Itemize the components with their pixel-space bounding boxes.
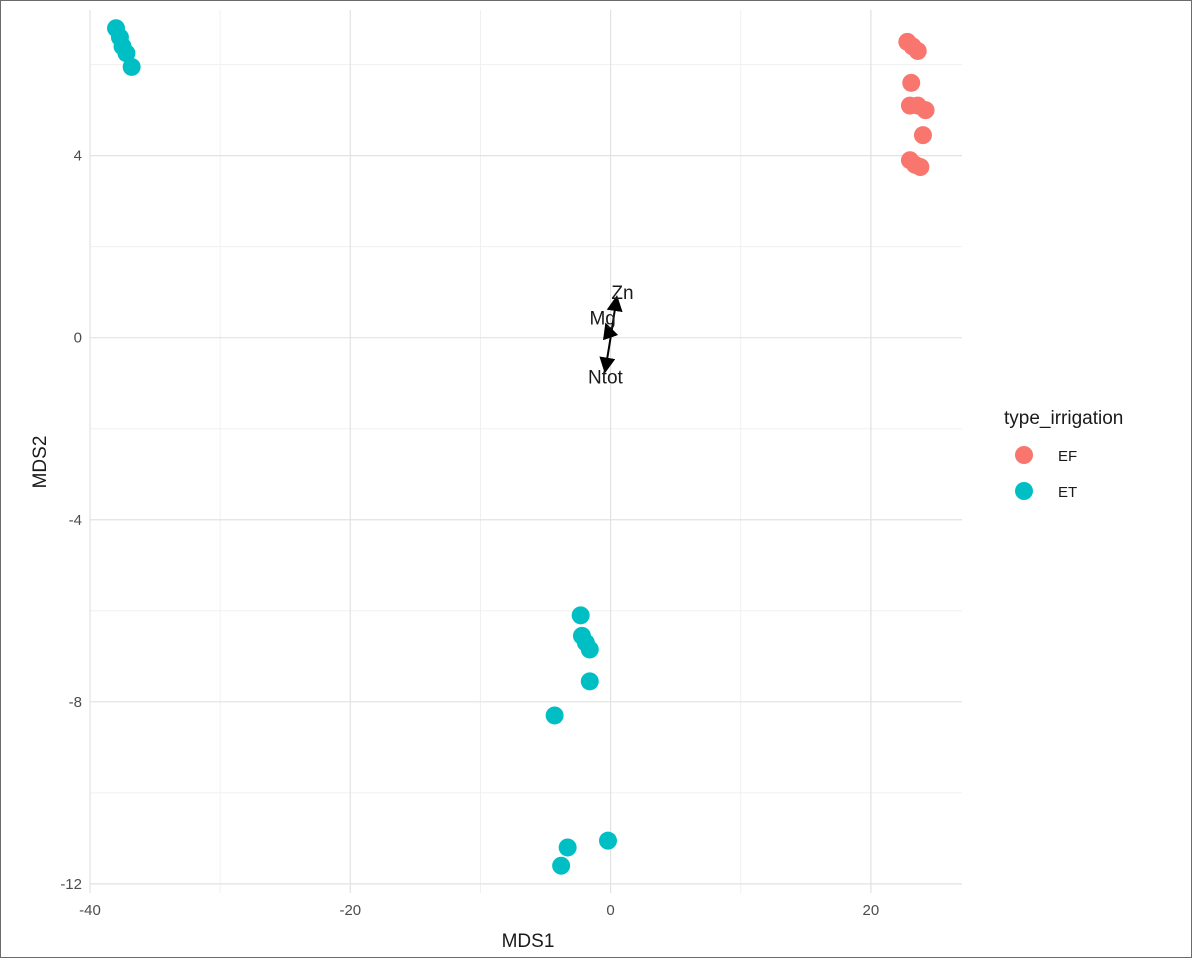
x-tick-label: 20 [863,902,880,919]
legend-title: type_irrigation [1004,408,1123,429]
legend-label-ef: EF [1058,448,1077,465]
point-ef [902,73,921,92]
point-ef [908,41,927,60]
y-axis-title: MDS2 [30,436,51,489]
y-tick-label: -12 [60,876,82,893]
minor-gridlines [90,10,962,893]
vector-arrow-mg [603,322,619,341]
point-et [571,606,590,625]
point-ef [916,101,935,120]
vector-label-mg: Mg [589,308,615,329]
scatter-points [107,19,935,875]
x-axis-title: MDS1 [502,931,555,952]
point-et [580,672,599,691]
vector-arrow-ntot [599,337,616,374]
x-tick-label: -40 [79,902,101,919]
point-et [117,44,136,63]
point-ef [913,126,932,145]
legend-key-et [1015,482,1033,500]
point-et [552,856,571,875]
y-tick-label: -4 [69,512,82,529]
vector-label-zn: Zn [611,283,633,304]
point-et [545,706,564,725]
legend-label-et: ET [1058,484,1077,501]
point-ef [911,158,930,177]
point-et [598,831,617,850]
vector-arrows: Zn Mg Ntot [588,283,634,389]
x-tick-label: -20 [339,902,361,919]
vector-label-ntot: Ntot [588,368,624,389]
y-tick-label: 0 [74,330,82,347]
major-gridlines [89,10,962,893]
y-tick-label: -8 [69,694,82,711]
legend-key-ef [1015,446,1033,464]
x-tick-labels: -40 -20 0 20 [79,902,879,919]
y-tick-label: 4 [74,148,82,165]
point-et [558,838,577,857]
point-et [122,57,141,76]
x-tick-label: 0 [606,902,614,919]
legend: type_irrigation EF ET [1004,408,1123,501]
y-tick-labels: -12 -8 -4 0 4 [60,148,82,893]
point-et [580,640,599,659]
